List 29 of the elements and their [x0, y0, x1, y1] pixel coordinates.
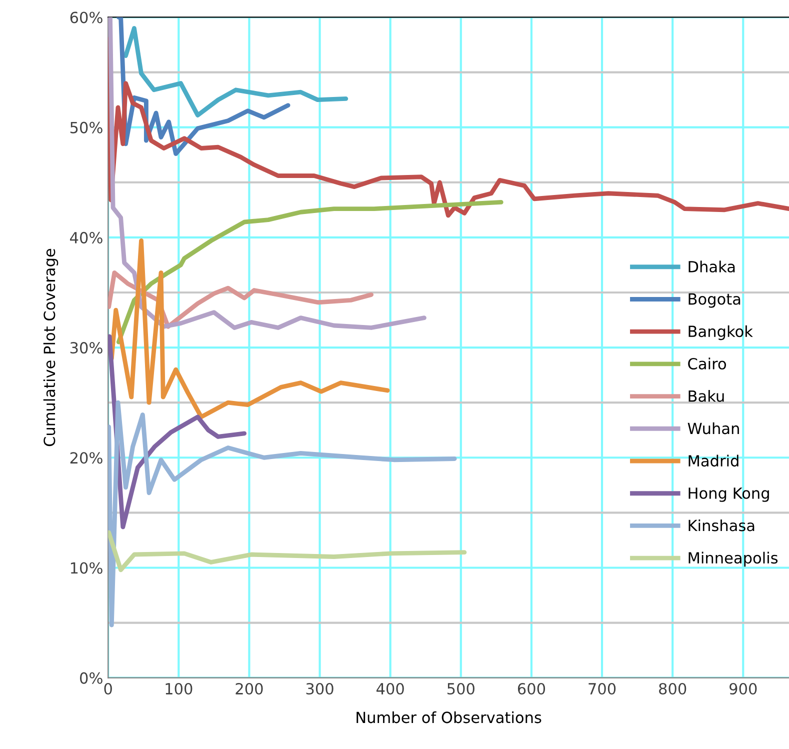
y-tick-label: 50% — [70, 122, 102, 134]
x-tick-label: 400 — [376, 682, 404, 695]
y-tick-label: 60% — [70, 12, 102, 24]
legend-label: Cairo — [688, 358, 726, 370]
y-tick-label: 10% — [70, 562, 102, 574]
x-tick-label: 200 — [236, 682, 263, 695]
legend-label: Wuhan — [688, 422, 739, 434]
y-tick-label: 20% — [70, 452, 102, 464]
legend-label: Bogota — [688, 293, 740, 308]
x-tick-label: 500 — [447, 682, 474, 695]
x-tick-label: 800 — [659, 682, 686, 695]
x-tick-label: 900 — [730, 682, 757, 695]
x-tick-label: 0 — [104, 682, 112, 695]
x-tick-label: 700 — [588, 682, 616, 695]
legend-label: Kinshasa — [688, 519, 754, 532]
legend-label: Minneapolis — [688, 552, 778, 567]
x-axis-title: Number of Observations — [356, 711, 542, 724]
legend-label: Hong Kong — [688, 488, 769, 502]
x-tick-label: 100 — [166, 682, 192, 695]
x-tick-label: 600 — [518, 682, 546, 695]
legend-label: Bangkok — [688, 325, 753, 340]
y-tick-label: 30% — [70, 342, 102, 354]
y-tick-label: 40% — [70, 232, 102, 244]
y-axis-title: Cumulative Plot Coverage — [43, 248, 58, 446]
y-tick-label: 0% — [80, 672, 102, 684]
legend-label: Dhaka — [688, 260, 735, 272]
legend-label: Madrid — [688, 454, 738, 467]
x-tick-label: 300 — [306, 682, 334, 695]
legend-label: Baku — [688, 390, 724, 402]
